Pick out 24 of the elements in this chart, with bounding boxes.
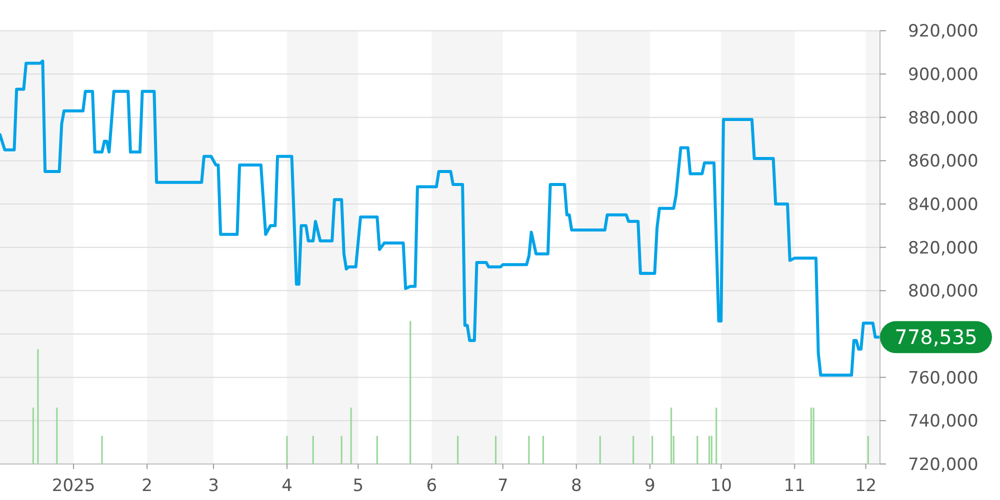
y-tick-label: 900,000	[908, 64, 978, 85]
y-tick-label: 720,000	[908, 454, 978, 475]
y-tick-label: 760,000	[908, 368, 978, 388]
y-tick-label: 920,000	[908, 22, 978, 42]
x-tick-label: 9	[644, 476, 656, 496]
x-tick-label: 12	[854, 476, 877, 496]
y-tick-label: 880,000	[908, 108, 978, 128]
x-tick-label: 11	[784, 476, 806, 496]
annotation: 778,535	[894, 325, 978, 350]
x-tick-label: 2025	[52, 476, 96, 496]
y-tick-label: 740,000	[908, 412, 978, 432]
x-tick-label: 3	[208, 476, 219, 496]
x-tick-label: 8	[570, 476, 582, 496]
y-tick-label: 800,000	[908, 282, 978, 302]
x-tick-label: 2	[142, 476, 152, 496]
x-tick-label: 7	[497, 476, 508, 496]
line-series	[0, 60, 882, 377]
x-tick-label: 6	[426, 476, 438, 496]
y-tick-label: 840,000	[908, 194, 978, 215]
x-tick-label: 10	[710, 476, 732, 496]
x-tick-label: 5	[352, 476, 364, 496]
y-tick-label: 820,000	[908, 238, 978, 258]
y-tick-label: 860,000	[908, 152, 978, 172]
x-tick-label: 4	[282, 476, 292, 496]
